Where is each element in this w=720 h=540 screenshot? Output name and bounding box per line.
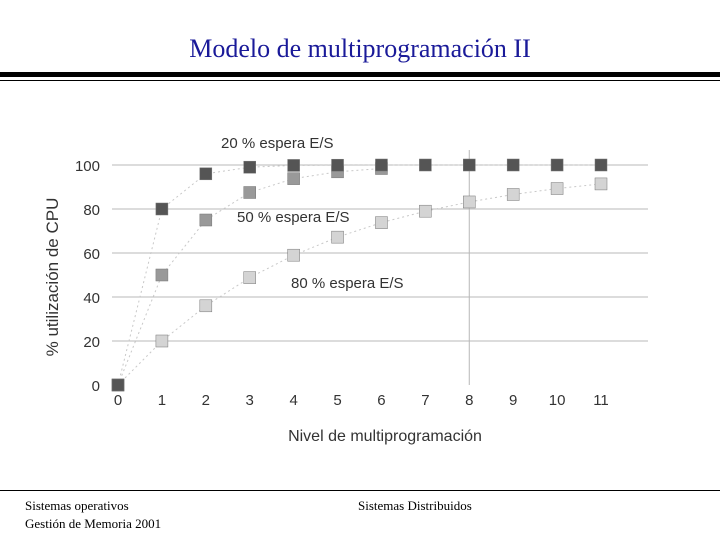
data-point [287, 172, 300, 185]
data-point [199, 167, 213, 181]
data-point [506, 158, 520, 172]
cpu-utilization-chart: 0 20 40 60 80 100 0 1 2 3 4 5 6 7 8 9 10 11 Nivel de mul… [43, 135, 648, 445]
x-axis-label: Nivel de multiprogramación [288, 428, 482, 445]
chart-series [111, 158, 608, 392]
x-tick-label: 10 [549, 392, 566, 409]
footer-rule [0, 490, 720, 491]
data-point [594, 177, 608, 191]
data-point [155, 334, 169, 348]
data-point [155, 268, 169, 282]
data-point [155, 202, 169, 216]
y-axis-label: % utilización de CPU [43, 198, 62, 357]
data-point [243, 186, 256, 199]
x-tick-label: 6 [377, 392, 385, 409]
x-tick-label: 3 [246, 392, 254, 409]
x-tick-label: 1 [158, 392, 166, 409]
x-tick-label: 7 [421, 392, 429, 409]
x-tick-label: 5 [333, 392, 341, 409]
data-point [331, 158, 344, 172]
title-rule-thin [0, 80, 720, 81]
title-rule-thick [0, 72, 720, 77]
data-point [243, 160, 256, 174]
series-0 [111, 158, 608, 392]
x-tick-label: 11 [593, 392, 609, 409]
x-tick-label: 2 [202, 392, 210, 409]
series-label: 50 % espera E/S [237, 209, 350, 226]
data-point [199, 299, 213, 313]
slide-title: Modelo de multiprogramación II [189, 34, 531, 63]
data-point [111, 378, 125, 392]
series-label: 20 % espera E/S [221, 135, 334, 152]
data-point [243, 271, 256, 284]
y-axis-ticks: 0 20 40 60 80 100 [75, 158, 100, 395]
data-point [375, 158, 388, 172]
data-point [506, 188, 520, 201]
footer-left: Sistemas operativos Gestión de Memoria 2… [25, 497, 161, 533]
y-tick-label: 60 [83, 246, 100, 263]
data-point [287, 159, 300, 172]
chart-grid [112, 150, 648, 385]
y-tick-label: 100 [75, 158, 100, 175]
data-point [199, 213, 213, 227]
x-tick-label: 4 [289, 392, 297, 409]
y-tick-label: 20 [83, 334, 100, 351]
data-point [419, 204, 432, 218]
footer-subject: Gestión de Memoria 2001 [25, 516, 162, 531]
data-point [594, 158, 608, 172]
data-point [550, 158, 564, 172]
data-point [287, 248, 300, 262]
data-point [550, 182, 564, 195]
series-line [117, 183, 602, 386]
data-point [331, 230, 344, 244]
x-tick-label: 9 [509, 392, 517, 409]
data-point [419, 158, 432, 172]
x-tick-label: 8 [465, 392, 473, 409]
y-tick-label: 80 [83, 202, 100, 219]
data-point [463, 195, 476, 209]
y-tick-label: 40 [83, 290, 100, 307]
footer-course: Sistemas operativos [25, 498, 129, 513]
y-tick-label: 0 [92, 378, 100, 395]
series-line [117, 164, 601, 386]
x-tick-label: 0 [114, 392, 122, 409]
series-label: 80 % espera E/S [291, 275, 404, 292]
footer-center: Sistemas Distribuidos [358, 498, 472, 513]
data-point [375, 216, 388, 229]
data-point [463, 158, 476, 172]
x-axis-ticks: 0 1 2 3 4 5 6 7 8 9 10 11 [114, 392, 609, 409]
series-labels: 20 % espera E/S 50 % espera E/S 80 % esper… [221, 135, 404, 292]
